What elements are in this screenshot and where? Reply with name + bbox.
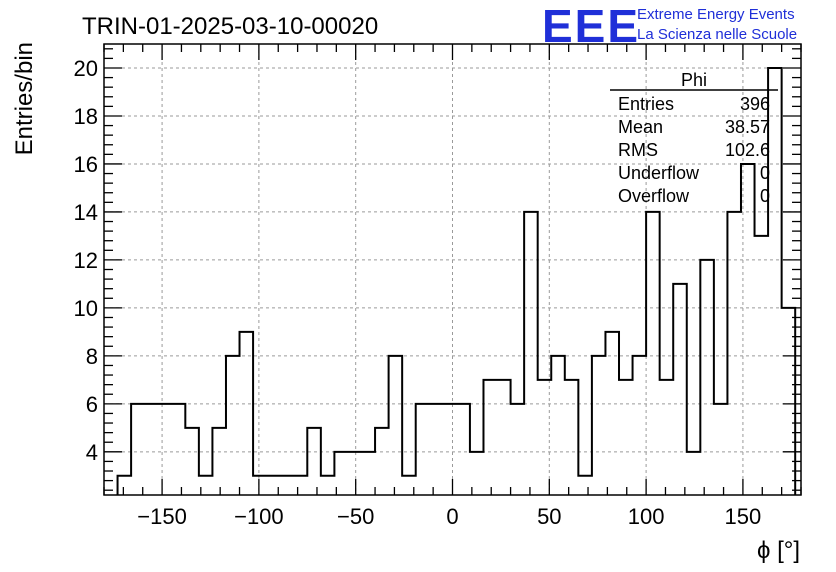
histogram-bin — [226, 356, 240, 495]
histogram-bin — [673, 284, 687, 495]
chart-title: TRIN-01-2025-03-10-00020 — [82, 13, 378, 40]
stats-value: 102.6 — [725, 140, 770, 160]
y-tick-label: 6 — [86, 392, 98, 417]
histogram-bin — [714, 404, 728, 495]
y-tick-label: 20 — [74, 56, 98, 81]
y-tick-labels: 4 6 8 10 12 14 16 18 20 — [74, 56, 98, 465]
histogram-bin — [456, 404, 470, 495]
y-tick-label: 16 — [74, 152, 98, 177]
histogram-bin — [524, 212, 538, 495]
histogram-bin — [768, 68, 782, 495]
y-tick-label: 14 — [74, 200, 98, 225]
x-tick-label: 100 — [628, 504, 665, 529]
stats-value: 0 — [760, 163, 770, 183]
histogram-bin — [538, 380, 552, 495]
histogram-bin — [185, 428, 199, 495]
histogram-bin — [782, 308, 796, 495]
stats-value: 0 — [760, 186, 770, 206]
histogram-bin — [253, 476, 267, 495]
histogram-bin — [727, 212, 741, 495]
histogram-bin — [646, 212, 660, 495]
histogram-bin — [375, 428, 389, 495]
histogram-bin — [362, 452, 376, 495]
stats-box: Phi Entries 396 Mean 38.57 RMS 102.6 Underflow… — [610, 70, 778, 206]
x-tick-label: −50 — [337, 504, 374, 529]
histogram-bin — [294, 476, 308, 495]
x-tick-labels: −150 −100 −50 0 50 100 150 — [137, 504, 761, 529]
x-tick-label: 50 — [537, 504, 561, 529]
stats-label: Underflow — [618, 163, 700, 183]
histogram-bin — [511, 404, 525, 495]
histogram-bin — [700, 260, 714, 495]
histogram-bin — [118, 476, 132, 495]
histogram-bin — [240, 332, 254, 495]
histogram-bin — [660, 380, 674, 495]
histogram-bin — [551, 356, 565, 495]
axis-ticks — [103, 44, 802, 495]
x-axis-label: ϕ [°] — [757, 537, 800, 564]
y-tick-label: 10 — [74, 296, 98, 321]
x-tick-label: 0 — [446, 504, 458, 529]
histogram-bin — [416, 404, 430, 495]
logo-line-1: Extreme Energy Events — [637, 6, 795, 23]
histogram-outline — [116, 66, 797, 495]
histogram-bin — [443, 404, 457, 495]
stats-label: Entries — [618, 94, 674, 114]
histogram-bin — [578, 476, 592, 495]
histogram-bin — [605, 332, 619, 495]
histogram-bin — [212, 428, 226, 495]
histogram-bin — [565, 380, 579, 495]
y-tick-label: 18 — [74, 104, 98, 129]
stats-label: Overflow — [618, 186, 690, 206]
histogram-bin — [687, 452, 701, 495]
stats-value: 396 — [740, 94, 770, 114]
histogram-bin — [497, 380, 511, 495]
histogram-bin — [741, 164, 755, 495]
histogram-bin — [483, 380, 497, 495]
histogram-bin — [592, 356, 606, 495]
stats-title: Phi — [681, 70, 707, 90]
y-tick-label: 4 — [86, 440, 98, 465]
histogram-bin — [619, 380, 633, 495]
stats-label: Mean — [618, 117, 663, 137]
histogram-bin — [633, 356, 647, 495]
histogram-bin — [307, 428, 321, 495]
logo-line-2: La Scienza nelle Scuole — [637, 26, 797, 43]
x-tick-label: −150 — [137, 504, 187, 529]
stats-label: RMS — [618, 140, 658, 160]
histogram-bin — [321, 476, 335, 495]
y-tick-label: 8 — [86, 344, 98, 369]
histogram-bin — [172, 404, 186, 495]
histogram-bin — [158, 404, 172, 495]
y-tick-label: 12 — [74, 248, 98, 273]
x-tick-label: −100 — [234, 504, 284, 529]
histogram-bin — [429, 404, 443, 495]
histogram-bin — [131, 404, 145, 495]
histogram-bin — [280, 476, 294, 495]
x-tick-label: 150 — [725, 504, 762, 529]
histogram-bin — [145, 404, 159, 495]
histogram-bin — [348, 452, 362, 495]
histogram-bin — [755, 236, 769, 495]
stats-value: 38.57 — [725, 117, 770, 137]
y-axis-label: Entries/bin — [11, 42, 38, 155]
histogram-bin — [389, 356, 403, 495]
histogram-bars — [116, 66, 797, 495]
